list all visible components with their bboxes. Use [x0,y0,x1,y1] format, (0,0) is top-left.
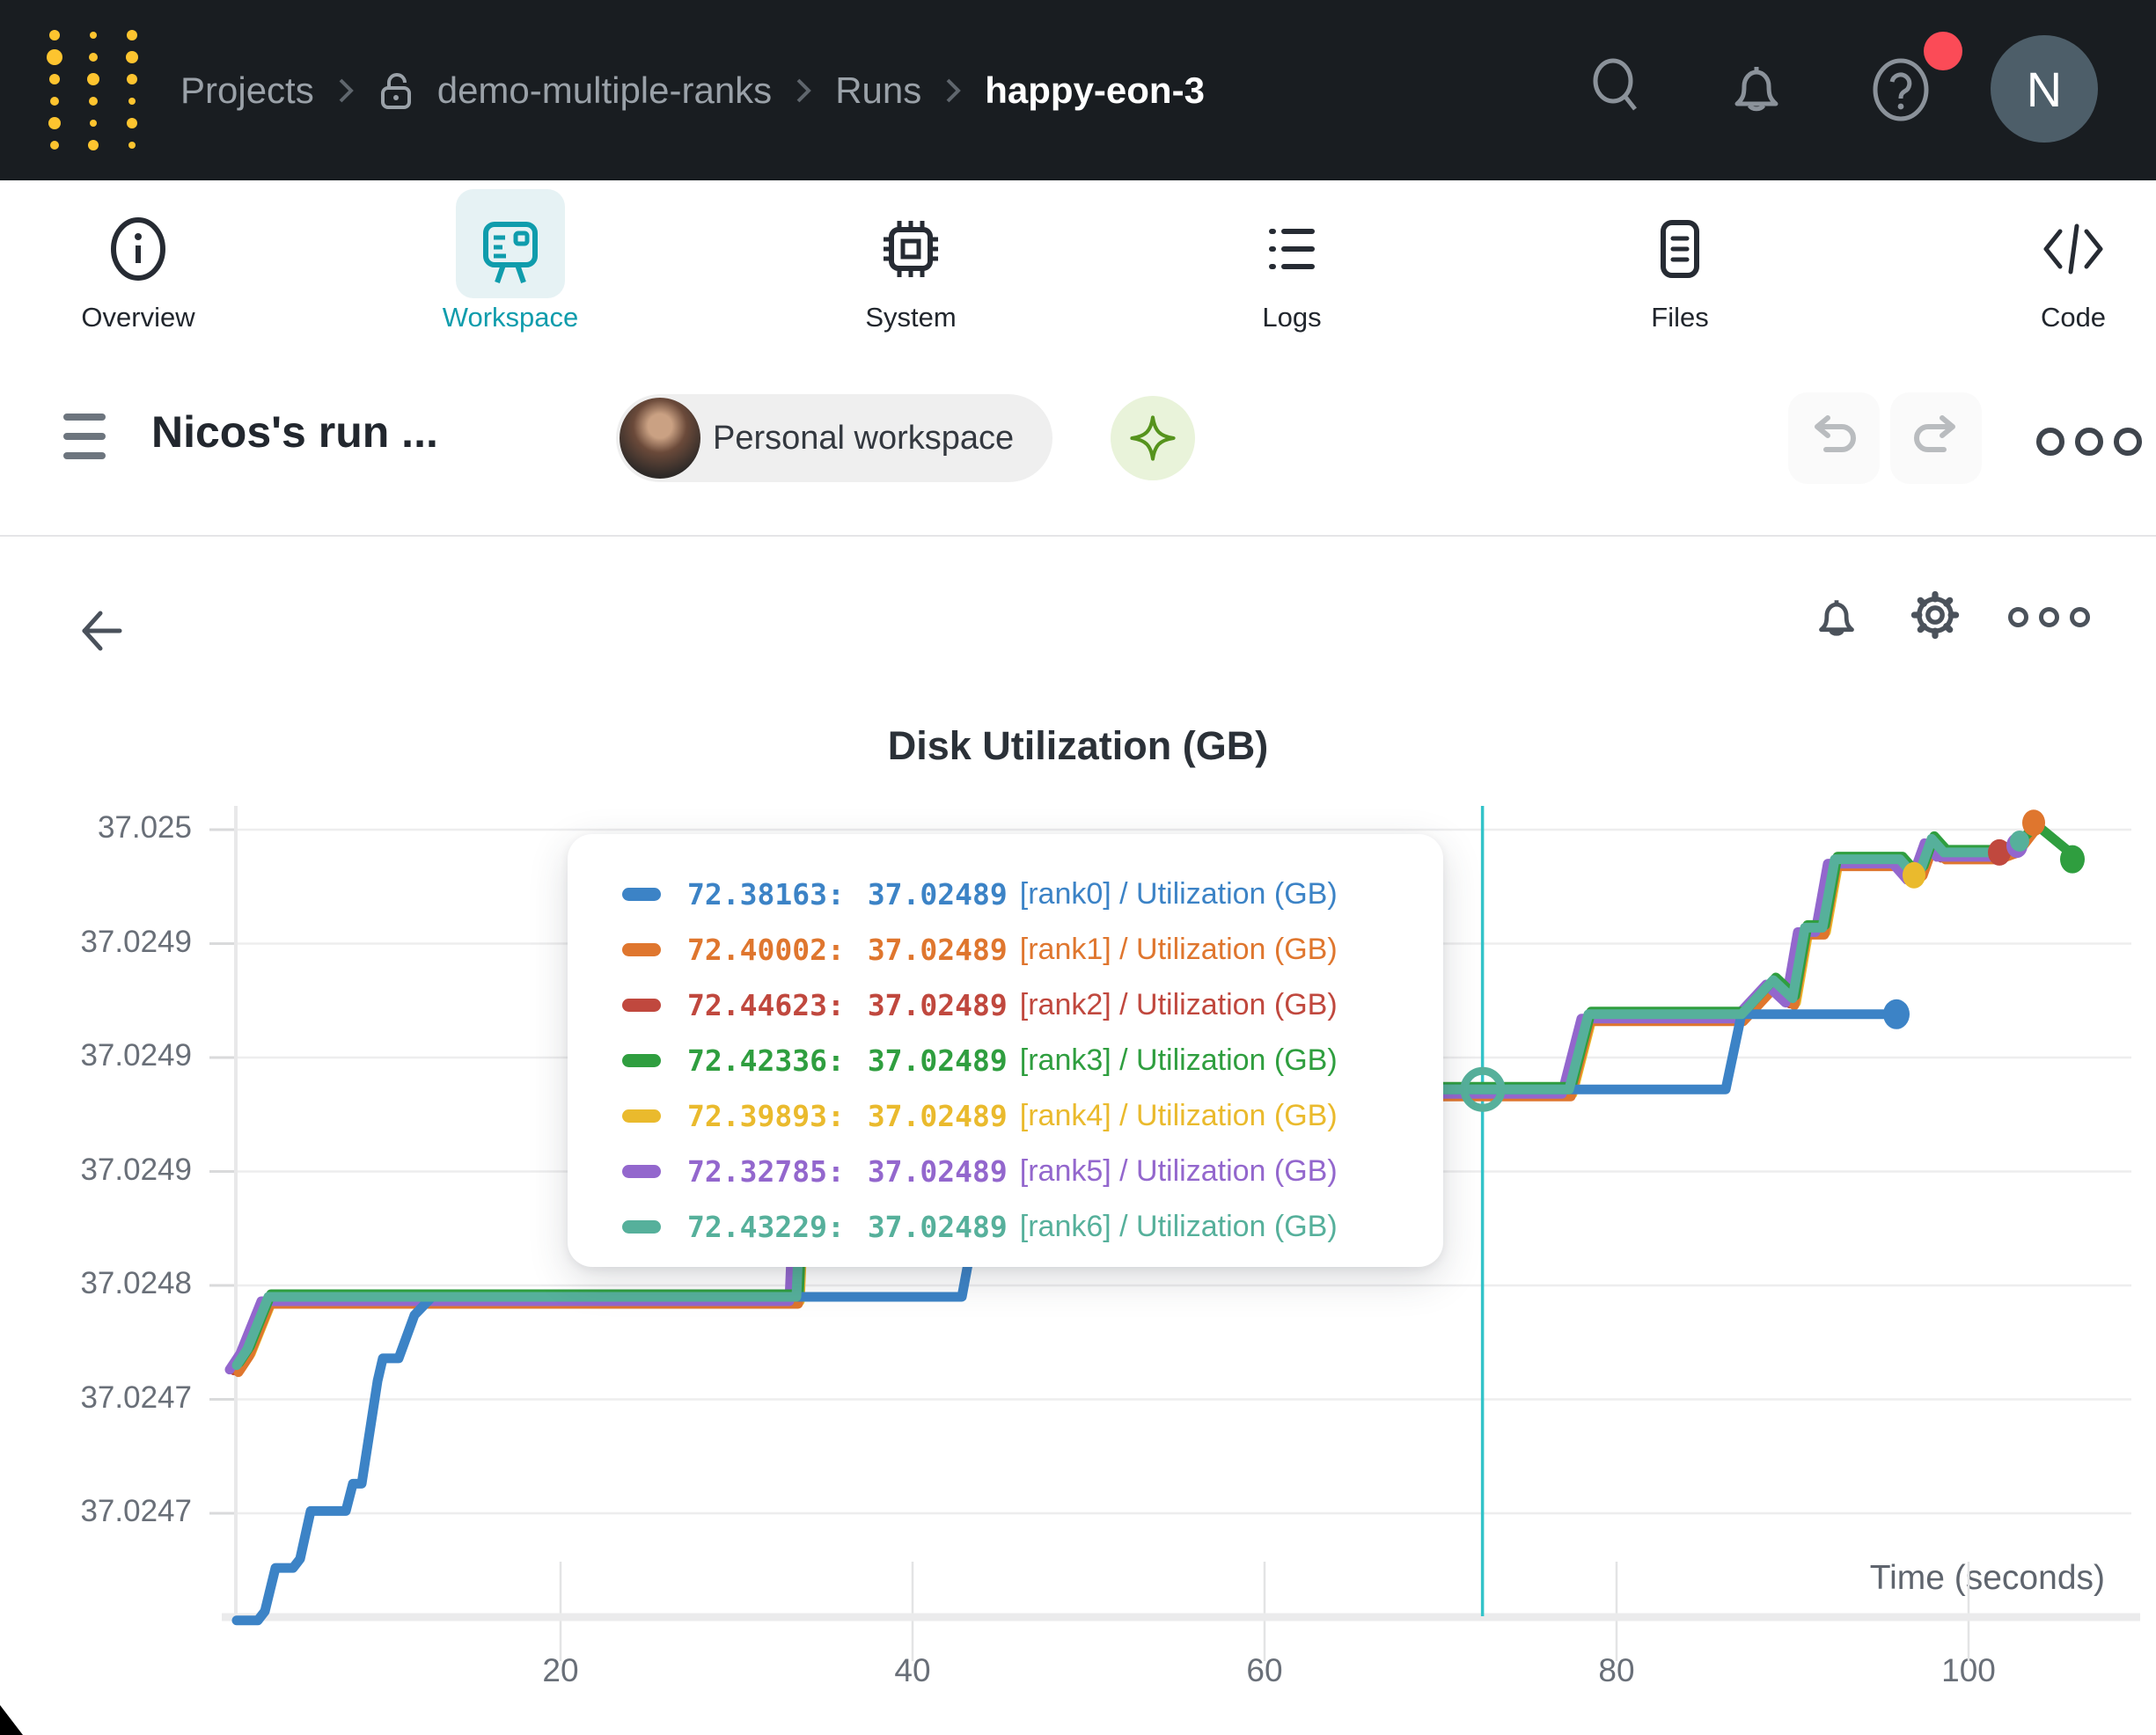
tooltip-y-value: 37.02489 [867,1210,1008,1244]
avatar-letter: N [2026,61,2063,117]
tooltip-x-value: 72.32785: [687,1154,845,1189]
tab-files-label: Files [1651,302,1709,333]
tooltip-row: 72.42336: 37.02489 [rank3] / Utilization (… [622,1033,1443,1088]
tooltip-series-label: [rank0] / Utilization (GB) [1019,877,1338,911]
search-icon[interactable] [1589,55,1646,118]
panel-menu-icon[interactable] [63,414,113,468]
tooltip-y-value: 37.02489 [867,1154,1008,1189]
redo-button[interactable] [1890,392,1982,484]
chart-hover-tooltip: 72.38163: 37.02489 [rank0] / Utilization (… [568,834,1443,1267]
tooltip-y-value: 37.02489 [867,1099,1008,1133]
code-icon [2043,223,2103,275]
wandb-logo[interactable] [46,25,151,157]
cpu-chip-icon [884,221,938,277]
chevron-right-icon [796,78,812,102]
y-tick-label: 37.0247 [80,1494,192,1528]
series-color-swatch [622,1165,661,1178]
tab-logs[interactable]: Logs [1177,180,1406,346]
tooltip-row: 72.32785: 37.02489 [rank5] / Utilization (… [622,1144,1443,1199]
breadcrumb-run-name[interactable]: happy-eon-3 [985,69,1205,111]
tab-workspace-highlight [456,189,565,298]
top-navbar: Projects demo-multiple-ranks Runs happy-… [0,0,2156,180]
tab-code-label: Code [2040,302,2107,333]
info-icon [111,217,165,281]
tab-files[interactable]: Files [1566,180,1794,346]
series-color-swatch [622,888,661,901]
sparkle-icon [1130,415,1176,461]
tooltip-row: 72.40002: 37.02489 [rank1] / Utilization (… [622,922,1443,977]
tooltip-x-value: 72.38163: [687,877,845,911]
y-tick-label: 37.025 [97,810,192,845]
tooltip-y-value: 37.02489 [867,877,1008,911]
tooltip-series-label: [rank2] / Utilization (GB) [1019,988,1338,1021]
breadcrumb-runs[interactable]: Runs [835,69,922,111]
series-color-swatch [622,1109,661,1123]
breadcrumb-projects[interactable]: Projects [180,69,314,111]
help-icon[interactable] [1869,53,1936,127]
tooltip-row: 72.38163: 37.02489 [rank0] / Utilization (… [622,867,1443,922]
tooltip-series-label: [rank3] / Utilization (GB) [1019,1043,1338,1077]
workspace-header [0,348,2156,537]
panel-alerts-bell-icon[interactable] [1811,588,1862,642]
logs-list-icon [1269,229,1315,269]
tooltip-row: 72.44623: 37.02489 [rank2] / Utilization (… [622,977,1443,1033]
y-tick-label: 37.0249 [80,1152,192,1187]
redo-icon [1914,415,1955,452]
series-color-swatch [622,999,661,1012]
sparkle-ai-button[interactable] [1111,396,1195,480]
tooltip-y-value: 37.02489 [867,988,1008,1022]
y-tick-label: 37.0248 [80,1266,192,1300]
tab-workspace-label: Workspace [442,302,579,333]
chevron-right-icon [339,78,354,102]
tooltip-x-value: 72.40002: [687,933,845,967]
tooltip-series-label: [rank1] / Utilization (GB) [1019,933,1338,966]
chevron-right-icon [946,78,962,102]
notifications-bell-icon[interactable] [1727,51,1786,120]
tooltip-x-value: 72.43229: [687,1210,845,1244]
tooltip-row: 72.43229: 37.02489 [rank6] / Utilization (… [622,1199,1443,1255]
breadcrumb: Projects demo-multiple-ranks Runs happy-… [180,0,1205,180]
series-color-swatch [622,1220,661,1234]
tooltip-series-label: [rank6] / Utilization (GB) [1019,1210,1338,1243]
user-avatar[interactable]: N [1991,35,2098,143]
workspace-selector-label: Personal workspace [713,419,1015,457]
notification-badge [1924,32,1962,70]
workspace-title[interactable]: Nicos's run ... [151,407,438,457]
tooltip-x-value: 72.44623: [687,988,845,1022]
undo-button[interactable] [1788,392,1880,484]
tooltip-x-value: 72.42336: [687,1043,845,1078]
file-document-icon [1661,220,1699,278]
tab-system[interactable]: System [796,180,1025,346]
tab-system-label: System [865,302,957,333]
series-color-swatch [622,943,661,956]
unlock-icon [380,72,411,109]
tab-overview[interactable]: Overview [24,180,253,346]
run-tabs: Overview Workspace [0,180,2156,349]
back-arrow-icon[interactable] [77,605,127,656]
workspace-board-icon [483,222,538,283]
y-tick-label: 37.0249 [80,924,192,959]
tab-overview-label: Overview [81,302,195,333]
tab-code[interactable]: Code [1959,180,2156,346]
tab-logs-label: Logs [1262,302,1322,333]
y-tick-label: 37.0249 [80,1038,192,1072]
undo-icon [1815,415,1856,452]
tooltip-y-value: 37.02489 [867,1043,1008,1078]
settings-gear-icon[interactable] [1910,589,1961,641]
panel-overflow-menu[interactable] [2008,607,2090,627]
tooltip-y-value: 37.02489 [867,933,1008,967]
tooltip-x-value: 72.39893: [687,1099,845,1133]
workspace-owner-avatar [620,398,700,479]
breadcrumb-project[interactable]: demo-multiple-ranks [436,69,773,111]
y-tick-label: 37.0247 [80,1380,192,1415]
series-color-swatch [622,1054,661,1067]
tooltip-series-label: [rank5] / Utilization (GB) [1019,1154,1338,1188]
workspace-overflow-menu[interactable] [2036,428,2142,456]
tooltip-series-label: [rank4] / Utilization (GB) [1019,1099,1338,1132]
tab-workspace[interactable]: Workspace [396,180,625,346]
chart-title: Disk Utilization (GB) [887,723,1269,768]
x-axis-title: Time (seconds) [1869,1559,2105,1597]
tooltip-row: 72.39893: 37.02489 [rank4] / Utilization (… [622,1088,1443,1144]
